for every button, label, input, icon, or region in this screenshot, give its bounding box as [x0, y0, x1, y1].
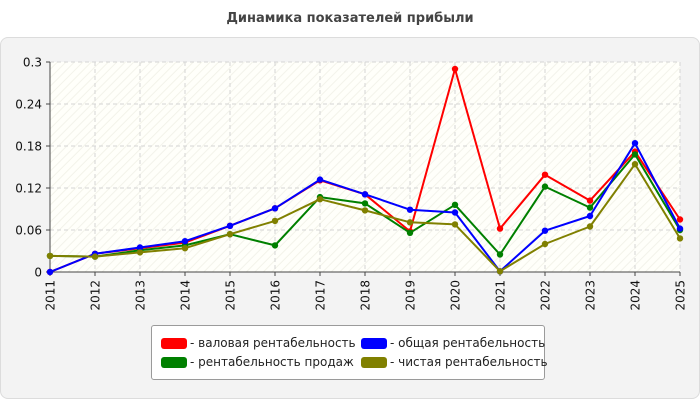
data-point	[406, 206, 414, 213]
x-tick-label: 2019	[404, 280, 418, 311]
legend-swatch-total-margin	[361, 337, 387, 349]
data-point	[91, 253, 99, 260]
data-point	[226, 231, 234, 238]
x-tick-label: 2025	[674, 280, 688, 311]
data-point	[46, 252, 54, 260]
data-point	[586, 197, 594, 204]
legend-label-sales-margin: - рентабельность продаж	[190, 355, 354, 369]
grid-lines	[50, 61, 681, 272]
y-tick-label: 0.18	[15, 140, 42, 154]
data-point	[271, 205, 279, 212]
legend: - валовая рентабельность - рентабельност…	[151, 325, 548, 380]
legend-item-total-margin: - общая рентабельность	[361, 334, 545, 352]
legend-label-gross-margin: - валовая рентабельность	[190, 336, 356, 350]
data-point	[541, 227, 549, 234]
legend-swatch-sales-margin	[161, 356, 187, 368]
data-point	[541, 171, 549, 178]
legend-label-net-margin: - чистая рентабельность	[390, 355, 548, 369]
data-point	[451, 209, 459, 216]
series-4	[46, 161, 684, 275]
data-point	[676, 225, 684, 232]
data-point	[631, 151, 639, 158]
series-lines	[46, 65, 684, 276]
legend-swatch-net-margin	[361, 356, 387, 368]
data-point	[676, 235, 684, 242]
legend-swatch-gross-margin	[161, 337, 187, 349]
data-point	[316, 176, 324, 183]
x-tick-label: 2012	[89, 280, 103, 311]
data-point	[586, 212, 594, 220]
legend-item-gross-margin: - валовая рентабельность	[161, 334, 356, 352]
data-point	[136, 244, 144, 251]
data-point	[361, 207, 369, 214]
x-tick-label: 2016	[269, 280, 283, 311]
data-point	[406, 219, 414, 226]
x-tick-label: 2021	[494, 280, 508, 311]
x-tick-label: 2015	[224, 280, 238, 311]
data-point	[451, 201, 459, 208]
data-point	[676, 216, 684, 223]
data-point	[541, 183, 549, 190]
y-tick-label: 0.24	[15, 98, 42, 112]
y-axis-ticks: 0 0.06 0.12 0.18 0.24 0.3	[15, 56, 50, 280]
data-point	[46, 268, 54, 276]
data-point	[181, 238, 189, 245]
data-point	[406, 229, 414, 236]
x-tick-label: 2020	[449, 280, 463, 311]
x-tick-label: 2018	[359, 280, 373, 311]
data-point	[271, 217, 279, 225]
data-point	[181, 245, 189, 252]
data-point	[271, 242, 279, 249]
data-point	[631, 161, 639, 168]
x-tick-label: 2023	[584, 280, 598, 311]
x-tick-label: 2011	[44, 280, 58, 311]
data-point	[451, 221, 459, 228]
legend-item-net-margin: - чистая рентабельность	[361, 353, 548, 371]
x-axis-ticks: 2011 2012 2013 2014 2015 2016 2017 2018 2019 2020…	[44, 272, 688, 311]
y-tick-label: 0.12	[15, 182, 42, 196]
y-tick-label: 0	[34, 266, 42, 280]
data-point	[496, 225, 504, 232]
x-tick-label: 2013	[134, 280, 148, 311]
x-tick-label: 2022	[539, 280, 553, 311]
data-point	[136, 249, 144, 256]
legend-label-total-margin: - общая рентабельность	[390, 336, 546, 350]
data-point	[496, 268, 504, 275]
data-point	[226, 222, 234, 229]
x-tick-label: 2017	[314, 280, 328, 311]
data-point	[361, 191, 369, 198]
data-point	[586, 204, 594, 211]
data-point	[586, 223, 594, 230]
data-point	[631, 140, 639, 147]
data-point	[496, 251, 504, 258]
data-point	[451, 65, 459, 73]
y-tick-label: 0.06	[15, 224, 42, 238]
x-tick-label: 2014	[179, 280, 193, 311]
y-tick-label: 0.3	[23, 56, 42, 70]
legend-item-sales-margin: - рентабельность продаж	[161, 353, 354, 371]
x-tick-label: 2024	[629, 280, 643, 311]
data-point	[361, 200, 369, 207]
chart-title: Динамика показателей прибыли	[226, 11, 474, 26]
data-point	[316, 196, 324, 203]
data-point	[541, 240, 549, 248]
